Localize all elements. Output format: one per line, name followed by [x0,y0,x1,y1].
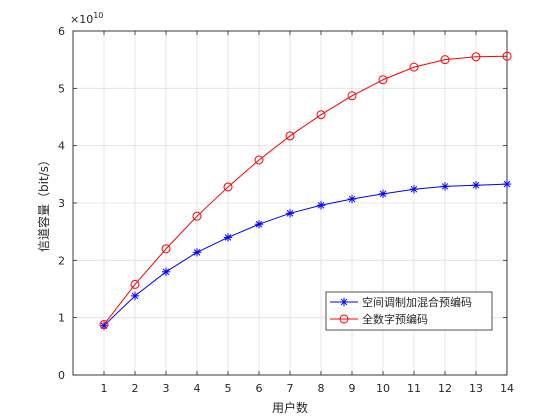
x-tick-label: 10 [376,382,390,395]
y-exponent-power: 10 [93,11,103,20]
data-point-series-0 [502,179,512,189]
y-tick-label: 5 [58,82,65,95]
x-tick-label: 1 [101,382,108,395]
x-tick-label: 2 [132,382,139,395]
y-tick-label: 3 [58,197,65,210]
legend-marker-0 [339,297,349,307]
data-point-series-1 [223,182,233,192]
x-tick-label: 4 [194,382,201,395]
x-tick-labels: 1 2 3 4 5 6 7 8 9 10 11 12 13 14 [101,382,515,395]
x-tick-label: 9 [349,382,356,395]
data-point-series-0 [285,209,295,218]
x-tick-label: 13 [469,382,483,395]
data-point-series-1 [502,51,512,61]
data-point-series-1 [316,110,326,120]
series-line-1 [103,55,508,325]
y-tick-label: 1 [58,312,65,325]
series-layer [99,51,512,330]
data-point-series-1 [378,75,388,85]
y-tick-label: 4 [58,140,65,153]
legend-label-1: 全数字预编码 [362,312,428,326]
axes [72,30,508,376]
x-axis-label: 用户数 [272,400,308,415]
data-point-series-1 [99,320,109,330]
y-exponent-label: ×1010 [70,11,103,26]
y-tick-label: 2 [58,254,65,267]
data-point-series-0 [223,233,233,242]
x-tick-label: 8 [318,382,325,395]
data-point-series-0 [409,185,419,194]
y-axis-label: 信道容量（bit/s） [36,154,51,252]
x-tick-label: 5 [225,382,232,395]
data-point-series-0 [161,267,171,276]
x-tick-label: 7 [287,382,294,395]
x-tick-label: 11 [407,382,421,395]
data-point-series-0 [130,291,140,301]
data-point-series-0 [254,220,264,229]
y-exponent-base: ×10 [70,13,93,26]
data-point-series-1 [192,211,202,221]
x-tick-label: 6 [256,382,263,395]
y-tick-label: 0 [58,369,65,382]
x-tick-label: 14 [500,382,514,395]
data-point-series-1 [347,91,357,101]
data-point-series-0 [440,182,450,191]
data-point-series-1 [409,62,419,72]
legend-marker-1 [339,314,349,324]
y-tick-label: 6 [58,25,65,38]
data-point-series-1 [440,55,450,65]
series-line-0 [103,183,508,327]
legend-label-0: 空间调制加混合预编码 [362,295,472,309]
data-point-series-0 [316,201,326,210]
x-tick-label: 3 [163,382,170,395]
y-tick-labels: 0 1 2 3 4 5 6 [58,25,65,382]
data-point-series-1 [130,279,140,289]
legend-box [325,291,493,331]
data-point-series-1 [161,244,171,254]
data-point-series-1 [471,52,481,62]
data-point-series-1 [254,155,264,165]
data-point-series-1 [285,131,295,141]
data-point-series-0 [471,181,481,190]
x-tick-label: 12 [438,382,452,395]
data-point-series-0 [378,189,388,199]
axes-box [72,30,508,376]
data-point-series-0 [192,248,202,257]
data-point-series-0 [347,194,357,204]
